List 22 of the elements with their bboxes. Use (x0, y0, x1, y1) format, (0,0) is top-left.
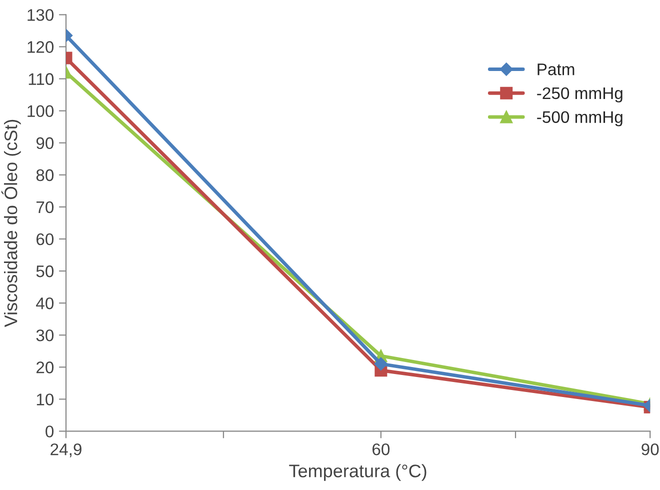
x-tick-label: 24,9 (50, 443, 82, 458)
legend-label: -250 mmHg (537, 87, 622, 102)
x-tick-label: 90 (642, 443, 659, 456)
y-tick-label: 30 (36, 329, 54, 342)
x-tick-label: 60 (372, 443, 390, 456)
y-tick-label: 90 (36, 137, 54, 150)
y-tick-label: 50 (36, 265, 54, 278)
y-tick-label: 70 (36, 201, 54, 214)
y-tick-label: 100 (28, 105, 54, 118)
y-tick-label: 110 (28, 73, 54, 85)
x-axis-title: Temperatura (°C) (289, 464, 426, 481)
y-tick-label: 20 (36, 362, 54, 374)
y-tick-label: 0 (46, 426, 54, 438)
y-tick-label: 60 (36, 233, 54, 246)
y-axis-title: Viscosidade do Óleo (cSt) (1, 120, 21, 328)
y-tick-label: 40 (36, 297, 54, 310)
legend-label: -500 mmHg (537, 111, 622, 126)
y-tick-label: 80 (36, 169, 54, 182)
legend-label: Patm (538, 64, 574, 76)
y-tick-label: 120 (28, 41, 54, 53)
y-tick-label: 130 (28, 9, 54, 21)
y-tick-label: 10 (36, 394, 54, 406)
